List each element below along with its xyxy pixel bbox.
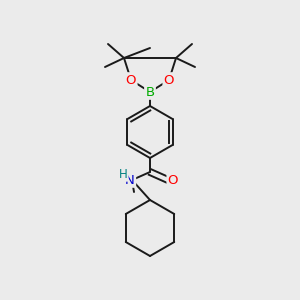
- Text: N: N: [125, 173, 135, 187]
- Text: O: O: [168, 173, 178, 187]
- Text: O: O: [126, 74, 136, 86]
- Text: H: H: [118, 167, 127, 181]
- Text: O: O: [164, 74, 174, 86]
- Text: B: B: [146, 85, 154, 98]
